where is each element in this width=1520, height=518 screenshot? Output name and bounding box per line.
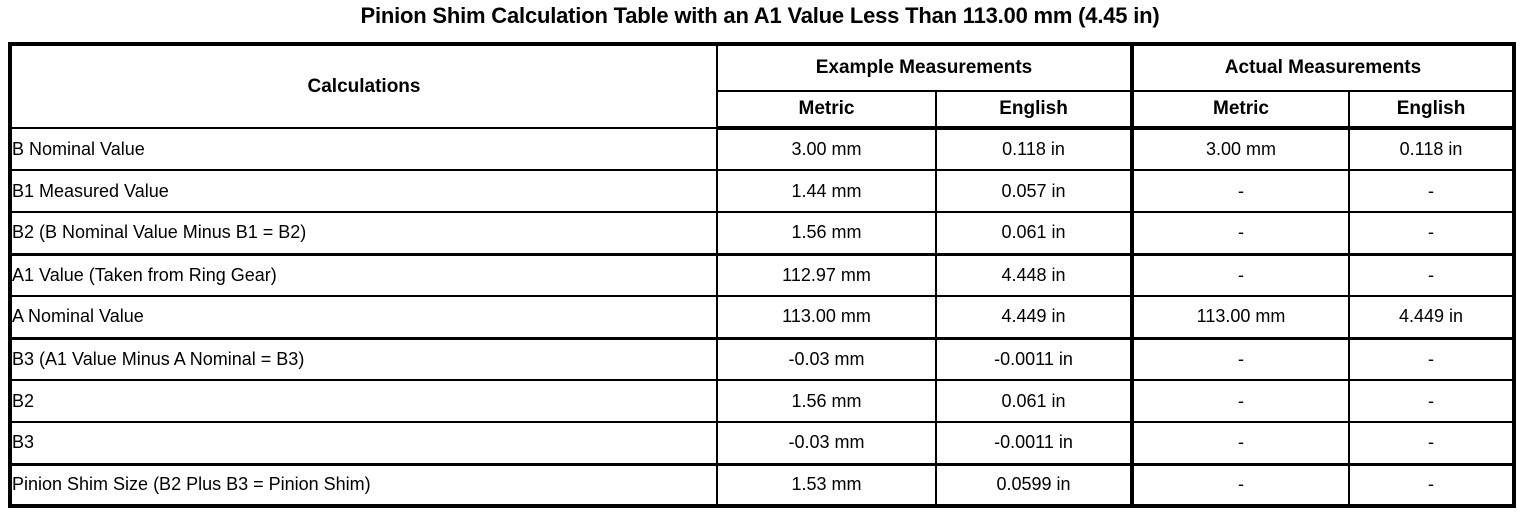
cell-actual-english: -: [1348, 253, 1515, 297]
column-header-example-english: English: [935, 90, 1133, 130]
calculation-label: B1 Measured Value: [9, 169, 718, 213]
cell-actual-english: -: [1348, 463, 1515, 507]
cell-example-metric: -0.03 mm: [716, 421, 937, 466]
cell-example-english: 4.449 in: [935, 295, 1133, 340]
header-group-row: Calculations Example Measurements Actual…: [9, 43, 1515, 129]
cell-example-metric: 1.56 mm: [716, 379, 937, 423]
table-row: A1 Value (Taken from Ring Gear) 112.97 m…: [9, 253, 1515, 297]
calculation-label: B2: [9, 379, 718, 423]
calculation-label: Pinion Shim Size (B2 Plus B3 = Pinion Sh…: [9, 463, 718, 507]
cell-actual-metric: -: [1130, 463, 1350, 507]
cell-actual-english: -: [1348, 169, 1515, 213]
column-header-calculations: Calculations: [9, 43, 718, 129]
calculation-label: A1 Value (Taken from Ring Gear): [9, 253, 718, 297]
cell-example-english: 0.061 in: [935, 379, 1133, 423]
table-row: B1 Measured Value 1.44 mm 0.057 in - -: [9, 169, 1515, 213]
table-row: Pinion Shim Size (B2 Plus B3 = Pinion Sh…: [9, 463, 1515, 507]
cell-example-english: 0.057 in: [935, 169, 1133, 213]
calculation-label: B3: [9, 421, 718, 466]
cell-example-metric: 1.44 mm: [716, 169, 937, 213]
calculation-label: B Nominal Value: [9, 127, 718, 171]
table-row: B2 1.56 mm 0.061 in - -: [9, 379, 1515, 423]
cell-example-english: 4.448 in: [935, 253, 1133, 297]
cell-actual-metric: 113.00 mm: [1130, 295, 1350, 340]
column-header-example-metric: Metric: [716, 90, 937, 130]
cell-example-english: 0.0599 in: [935, 463, 1133, 507]
column-header-actual-metric: Metric: [1130, 90, 1350, 130]
cell-actual-english: -: [1348, 379, 1515, 423]
column-header-actual-measurements: Actual Measurements: [1130, 43, 1515, 92]
column-header-actual-english: English: [1348, 90, 1515, 130]
calculation-label: B2 (B Nominal Value Minus B1 = B2): [9, 211, 718, 256]
cell-example-english: -0.0011 in: [935, 337, 1133, 381]
cell-example-metric: 1.53 mm: [716, 463, 937, 507]
table-row: B3 (A1 Value Minus A Nominal = B3) -0.03…: [9, 337, 1515, 381]
cell-actual-english: 4.449 in: [1348, 295, 1515, 340]
cell-example-metric: 1.56 mm: [716, 211, 937, 256]
pinion-shim-calculation-table: Calculations Example Measurements Actual…: [8, 42, 1516, 508]
cell-actual-english: -: [1348, 337, 1515, 381]
table-row: B Nominal Value 3.00 mm 0.118 in 3.00 mm…: [9, 127, 1515, 171]
cell-actual-metric: -: [1130, 337, 1350, 381]
cell-actual-english: -: [1348, 421, 1515, 466]
header-sub-row: Metric English Metric English: [10, 90, 1515, 130]
table-row: B3 -0.03 mm -0.0011 in - -: [9, 421, 1515, 466]
cell-actual-english: 0.118 in: [1348, 127, 1515, 171]
cell-actual-metric: 3.00 mm: [1130, 127, 1350, 171]
cell-example-metric: 3.00 mm: [716, 127, 937, 171]
cell-actual-metric: -: [1130, 253, 1350, 297]
calculation-label: B3 (A1 Value Minus A Nominal = B3): [9, 337, 718, 381]
cell-actual-metric: -: [1130, 421, 1350, 466]
cell-example-metric: 113.00 mm: [716, 295, 937, 340]
calculation-label: A Nominal Value: [9, 295, 718, 340]
table-row: A Nominal Value 113.00 mm 4.449 in 113.0…: [9, 295, 1515, 340]
cell-example-english: 0.118 in: [935, 127, 1133, 171]
cell-actual-metric: -: [1130, 169, 1350, 213]
cell-example-english: 0.061 in: [935, 211, 1133, 256]
column-header-example-measurements: Example Measurements: [716, 43, 1133, 92]
cell-actual-metric: -: [1130, 211, 1350, 256]
table-row: B2 (B Nominal Value Minus B1 = B2) 1.56 …: [9, 211, 1515, 256]
cell-actual-metric: -: [1130, 379, 1350, 423]
cell-example-metric: 112.97 mm: [716, 253, 937, 297]
cell-actual-english: -: [1348, 211, 1515, 256]
cell-example-english: -0.0011 in: [935, 421, 1133, 466]
cell-example-metric: -0.03 mm: [716, 337, 937, 381]
page-title: Pinion Shim Calculation Table with an A1…: [360, 3, 1160, 28]
